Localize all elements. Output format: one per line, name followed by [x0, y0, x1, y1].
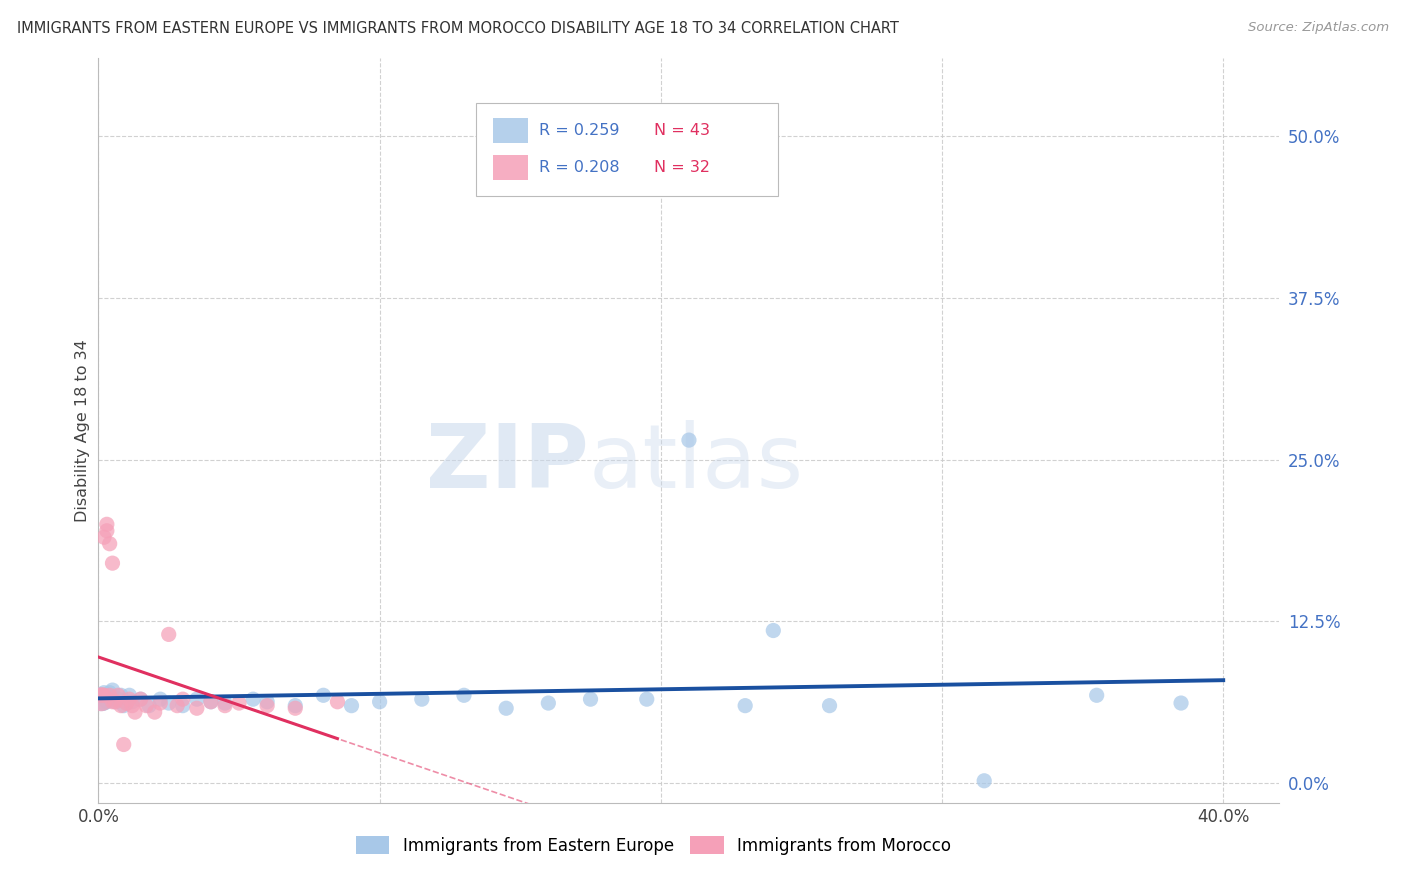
Point [762, 624, 785, 638]
FancyBboxPatch shape [477, 103, 778, 195]
Point [157, 627, 180, 641]
Point [135, 698, 157, 713]
Point [107, 692, 129, 706]
Text: R = 0.208: R = 0.208 [538, 160, 620, 175]
Point [453, 688, 475, 702]
Point [143, 705, 166, 719]
Point [110, 688, 132, 702]
Point [96, 517, 118, 532]
Point [256, 695, 278, 709]
Text: N = 32: N = 32 [654, 160, 710, 175]
Point [678, 433, 700, 447]
Point [115, 696, 138, 710]
Point [149, 696, 172, 710]
Point [326, 695, 349, 709]
Point [149, 692, 172, 706]
Point [284, 701, 307, 715]
Point [101, 695, 124, 709]
Point [734, 698, 756, 713]
Point [90, 692, 112, 706]
Point [186, 701, 208, 715]
Text: atlas: atlas [589, 420, 804, 508]
Point [96, 524, 118, 538]
Point [186, 692, 208, 706]
Point [124, 705, 146, 719]
Text: N = 43: N = 43 [654, 123, 710, 137]
Point [115, 696, 138, 710]
Point [157, 696, 180, 710]
Point [256, 698, 278, 713]
Point [172, 698, 194, 713]
Point [110, 698, 132, 713]
Point [121, 695, 143, 709]
Y-axis label: Disability Age 18 to 34: Disability Age 18 to 34 [75, 339, 90, 522]
Point [118, 692, 141, 706]
FancyBboxPatch shape [494, 155, 529, 180]
Point [98, 537, 121, 551]
Point [90, 692, 112, 706]
Point [93, 696, 115, 710]
Point [284, 698, 307, 713]
Point [104, 695, 127, 709]
Point [129, 692, 152, 706]
Point [121, 698, 143, 713]
Point [98, 686, 121, 700]
Point [973, 773, 995, 788]
Point [98, 688, 121, 702]
Point [96, 688, 118, 702]
Point [96, 695, 118, 709]
Point [200, 695, 222, 709]
Point [636, 692, 658, 706]
FancyBboxPatch shape [494, 118, 529, 143]
Point [129, 692, 152, 706]
Point [112, 698, 135, 713]
Point [112, 738, 135, 752]
Point [118, 688, 141, 702]
Point [537, 696, 560, 710]
Point [166, 698, 188, 713]
Point [579, 692, 602, 706]
Point [90, 688, 112, 702]
Point [312, 688, 335, 702]
Point [368, 695, 391, 709]
Point [340, 698, 363, 713]
Point [228, 696, 250, 710]
Point [93, 686, 115, 700]
Point [93, 530, 115, 544]
Point [214, 696, 236, 710]
Text: ZIP: ZIP [426, 420, 589, 508]
Point [172, 692, 194, 706]
Text: Source: ZipAtlas.com: Source: ZipAtlas.com [1249, 21, 1389, 34]
Text: R = 0.259: R = 0.259 [538, 123, 620, 137]
Point [138, 698, 160, 713]
Point [242, 692, 264, 706]
Point [107, 688, 129, 702]
Point [90, 688, 112, 702]
Point [200, 695, 222, 709]
Point [1085, 688, 1108, 702]
Point [101, 683, 124, 698]
Point [495, 701, 517, 715]
Point [93, 688, 115, 702]
Point [214, 698, 236, 713]
Point [104, 695, 127, 709]
Text: IMMIGRANTS FROM EASTERN EUROPE VS IMMIGRANTS FROM MOROCCO DISABILITY AGE 18 TO 3: IMMIGRANTS FROM EASTERN EUROPE VS IMMIGR… [17, 21, 898, 36]
Point [818, 698, 841, 713]
Legend: Immigrants from Eastern Europe, Immigrants from Morocco: Immigrants from Eastern Europe, Immigran… [349, 830, 957, 862]
Point [411, 692, 433, 706]
Point [1170, 696, 1192, 710]
Point [101, 692, 124, 706]
Point [101, 556, 124, 570]
